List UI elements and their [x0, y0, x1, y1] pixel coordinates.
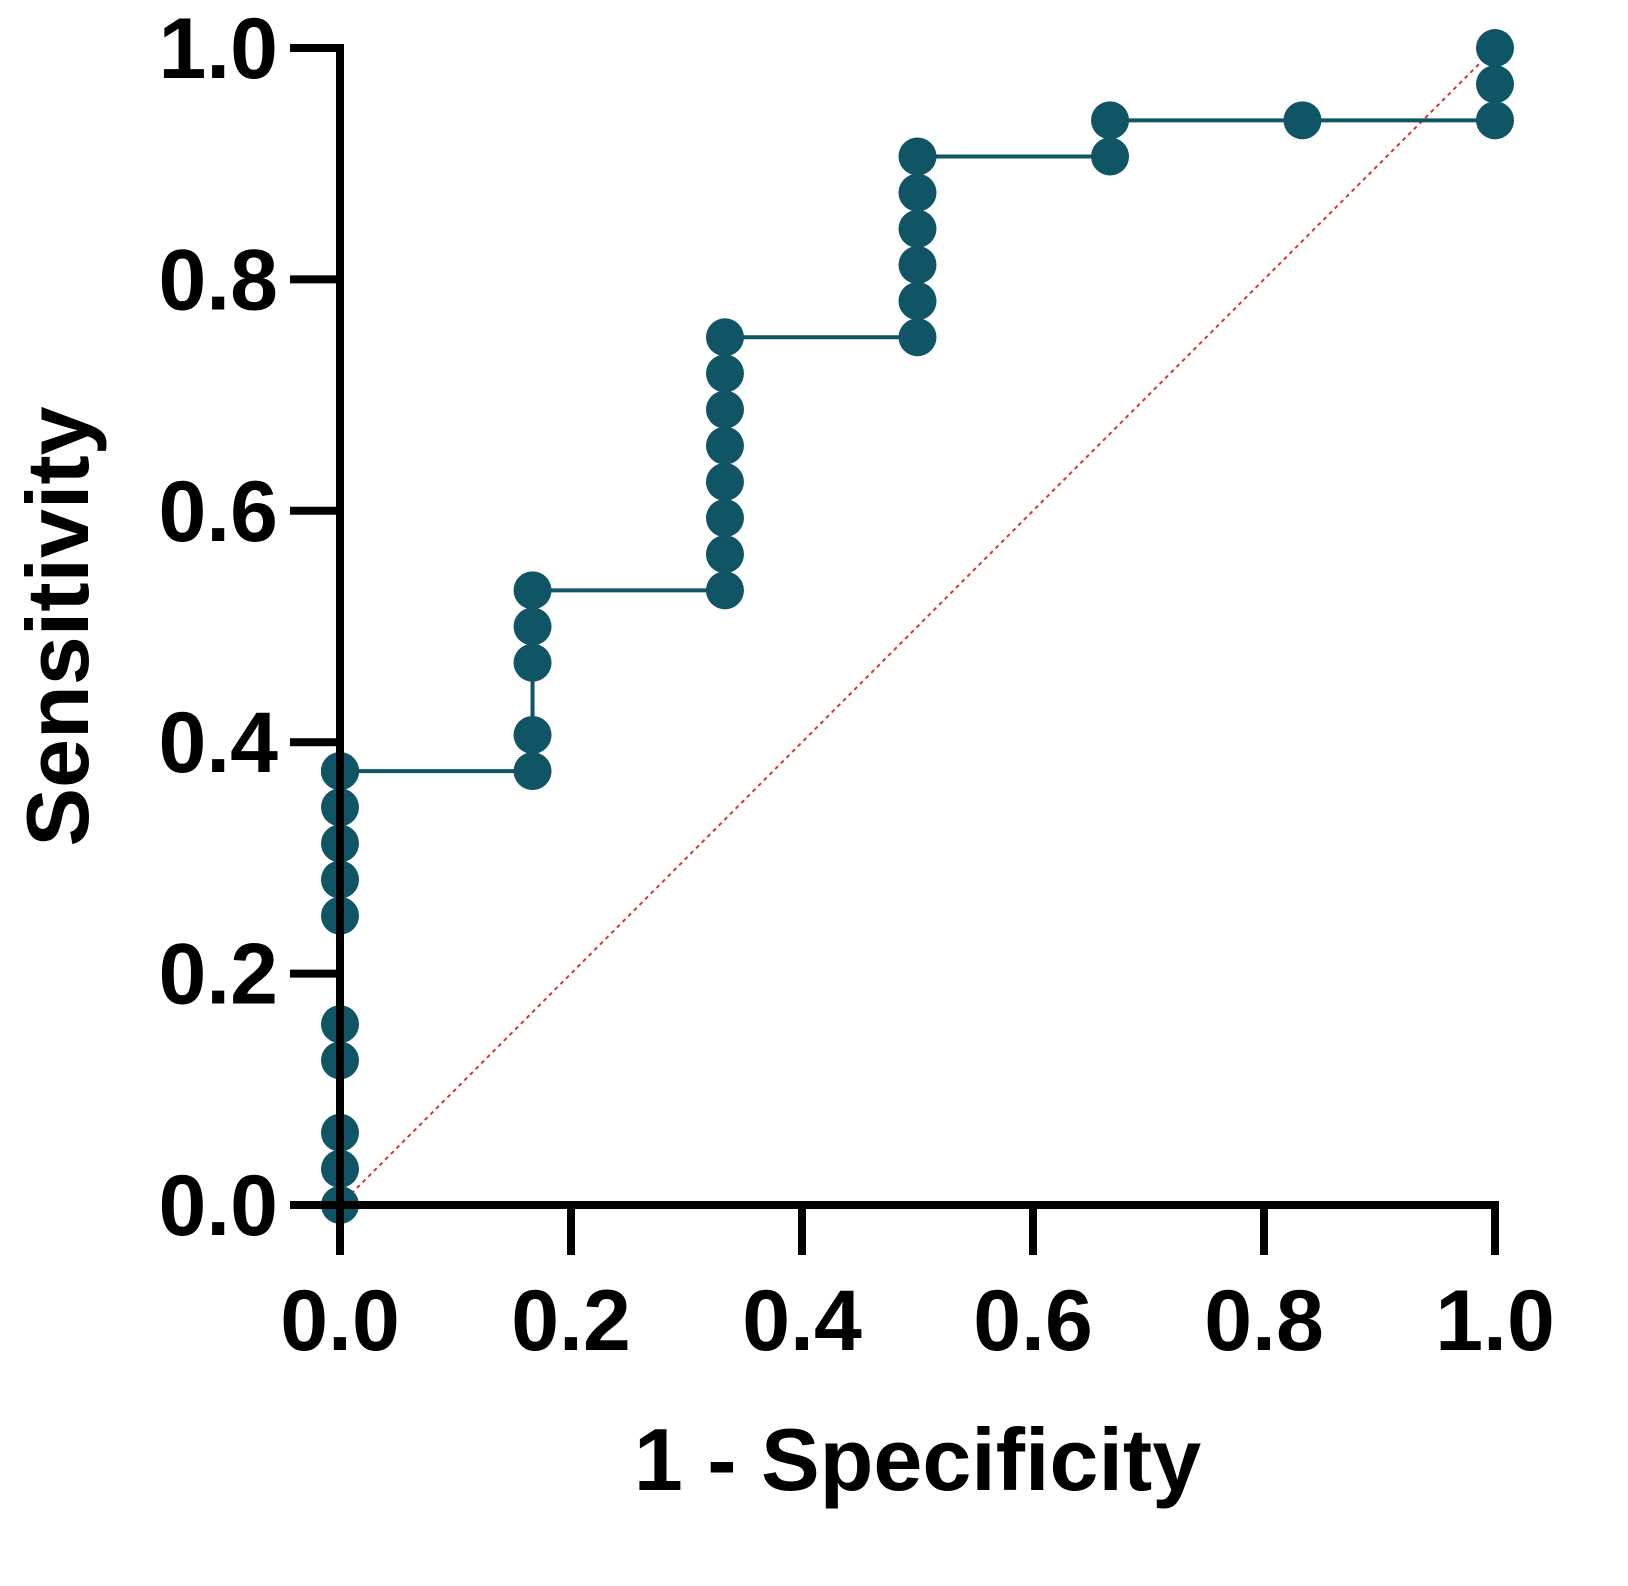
roc-point	[513, 607, 552, 646]
x-tick-label: 0.4	[742, 1273, 862, 1369]
roc-point	[513, 752, 552, 791]
roc-point	[898, 318, 937, 357]
y-axis-title: Sensitivity	[8, 406, 107, 846]
roc-point	[1091, 101, 1130, 140]
reference-layer	[339, 47, 1496, 1206]
roc-point	[513, 571, 552, 610]
y-tick-label: 0.2	[158, 927, 278, 1023]
roc-point	[898, 245, 937, 284]
roc-point	[1476, 65, 1514, 104]
x-axis-title: 1 - Specificity	[634, 1410, 1201, 1509]
roc-point	[898, 282, 937, 321]
roc-point	[705, 535, 744, 574]
roc-point	[705, 499, 744, 538]
roc-point	[513, 715, 552, 754]
x-tick-label: 1.0	[1435, 1273, 1555, 1369]
roc-point	[1476, 101, 1514, 140]
roc-point	[1091, 137, 1130, 176]
y-tick-label: 0.4	[158, 695, 278, 791]
roc-point	[705, 571, 744, 610]
roc-point	[705, 354, 744, 393]
y-tick-label: 0.8	[158, 232, 278, 328]
roc-point	[513, 643, 552, 682]
roc-point	[898, 137, 937, 176]
y-tick-label: 0.0	[158, 1158, 278, 1254]
tick-labels: 0.0 0.2 0.4 0.6 0.8 1.0 0.0 0.2 0.4 0.6 0.8 1.0	[158, 1, 1554, 1369]
y-tick-label: 1.0	[158, 1, 278, 97]
y-tick-label: 0.6	[158, 464, 278, 560]
x-tick-label: 0.8	[1204, 1273, 1324, 1369]
axes	[290, 44, 1499, 1255]
roc-point	[705, 318, 744, 357]
roc-point	[705, 462, 744, 501]
x-tick-label: 0.2	[511, 1273, 631, 1369]
x-tick-label: 0.0	[280, 1273, 400, 1369]
roc-point	[1283, 101, 1322, 140]
roc-point	[1476, 29, 1514, 67]
roc-point	[705, 426, 744, 465]
roc-point	[705, 390, 744, 429]
x-tick-label: 0.6	[973, 1273, 1093, 1369]
roc-point	[898, 209, 937, 248]
reference-diagonal-line	[339, 47, 1496, 1206]
roc-point	[898, 173, 937, 212]
